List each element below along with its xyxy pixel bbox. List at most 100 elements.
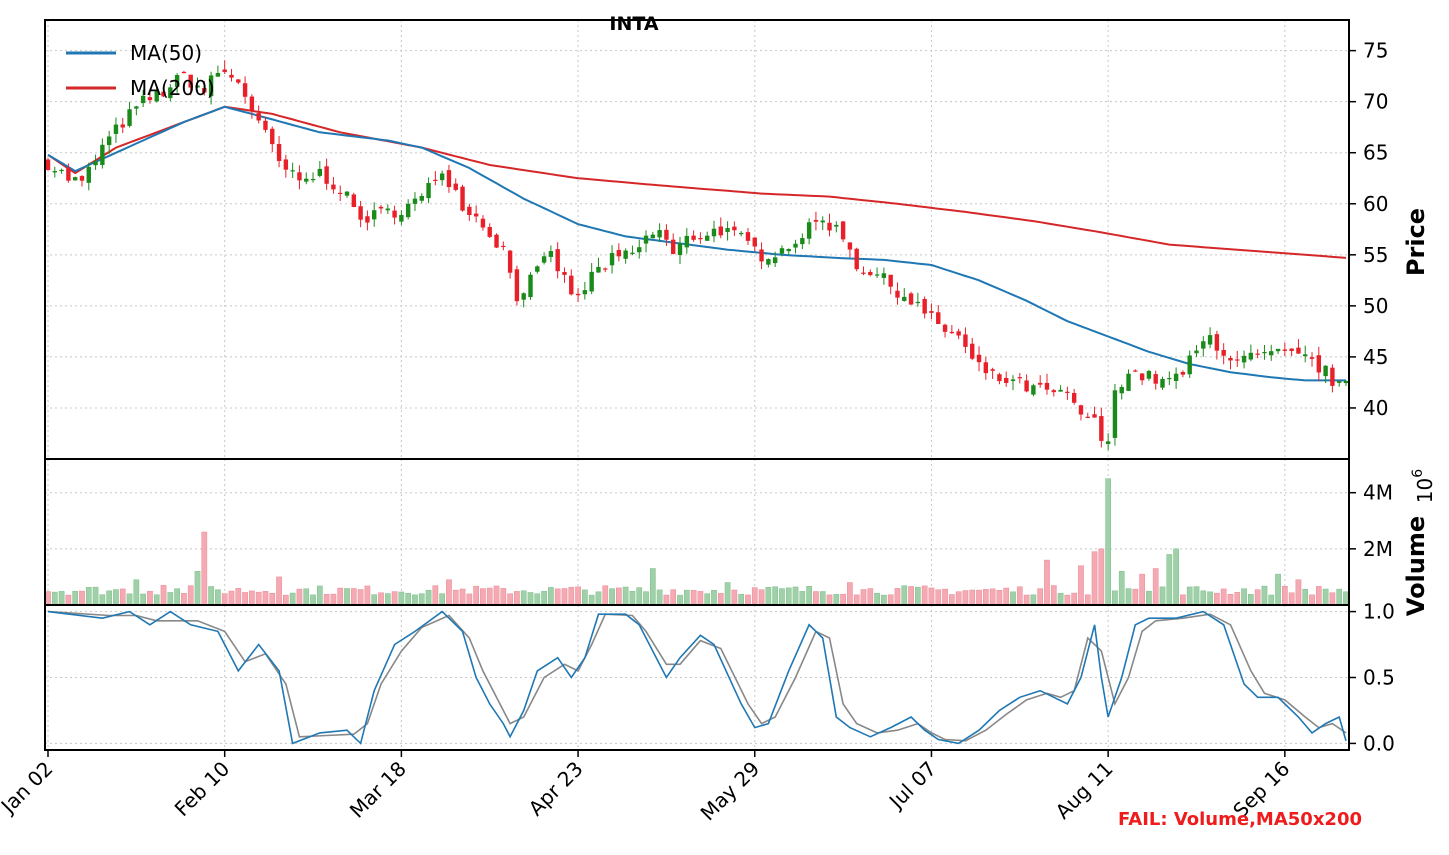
volume-bar <box>1186 586 1193 606</box>
candle-body <box>113 124 119 134</box>
candle-body <box>630 252 635 254</box>
volume-bar <box>656 589 663 606</box>
candle-body <box>671 239 676 254</box>
volume-bar <box>745 594 751 606</box>
volume-bar <box>289 592 296 606</box>
candle-body <box>1194 350 1199 354</box>
candle-body <box>270 128 275 145</box>
candle-body <box>208 75 214 97</box>
volume-bar <box>908 586 914 606</box>
candle-body <box>229 74 234 78</box>
candle-body <box>997 374 1002 382</box>
candle-body <box>745 232 751 241</box>
volume-bar <box>969 589 976 606</box>
volume-bar <box>847 582 853 606</box>
volume-bar <box>283 594 289 606</box>
volume-bar <box>72 591 79 606</box>
candle-body <box>1309 357 1315 359</box>
volume-bar <box>948 594 955 606</box>
price-panel-frame <box>44 19 1350 460</box>
candle-body <box>1201 341 1206 349</box>
volume-bar <box>935 589 942 606</box>
volume-bar <box>371 594 378 606</box>
candle-body <box>1173 373 1179 382</box>
candle-body <box>501 245 506 248</box>
candle-body <box>888 274 893 287</box>
candle-body <box>1241 355 1247 363</box>
volume-bar <box>819 591 826 606</box>
candle-body <box>541 256 547 263</box>
volume-bar <box>1343 591 1349 606</box>
volume-bar <box>167 592 174 606</box>
volume-bar <box>221 593 228 606</box>
candle-body <box>453 183 458 190</box>
volume-bar <box>1118 571 1125 606</box>
candle-body <box>161 91 166 97</box>
volume-bar <box>779 588 785 606</box>
price-tick-label: 70 <box>1363 90 1388 114</box>
volume-bar <box>840 593 846 606</box>
candle-body <box>480 218 486 228</box>
volume-panel: 2M 4M Volume 106 <box>44 458 1437 616</box>
volume-bar <box>901 585 908 606</box>
volume-bar <box>323 594 330 606</box>
volume-bar <box>683 589 690 606</box>
volume-bar <box>119 588 126 606</box>
volume-bar <box>310 594 316 606</box>
volume-bar <box>833 594 840 606</box>
volume-bar <box>881 594 887 606</box>
volume-bar <box>976 589 982 606</box>
volume-bar <box>99 594 106 606</box>
volume-bar <box>344 588 350 606</box>
price-tick-label: 40 <box>1363 396 1388 420</box>
volume-bar <box>1281 585 1288 606</box>
candle-body <box>854 248 859 270</box>
candle-body <box>772 257 778 264</box>
candle-body <box>1214 334 1220 351</box>
candle-body <box>562 272 567 275</box>
candle-body <box>344 191 350 196</box>
candle-body <box>738 232 744 235</box>
candle-body <box>657 230 662 238</box>
candle-body <box>310 178 316 181</box>
volume-bar <box>1084 594 1091 606</box>
volume-bar <box>1105 478 1111 606</box>
volume-bar <box>582 589 588 606</box>
candle-body <box>324 166 329 184</box>
candle-body <box>52 171 57 173</box>
volume-bar <box>1227 594 1234 606</box>
candle-body <box>1004 377 1009 383</box>
volume-bar <box>989 588 996 606</box>
volume-bar <box>561 588 568 606</box>
x-tick-label: Jan 02 <box>0 757 58 820</box>
volume-bar <box>915 586 921 606</box>
volume-bar <box>534 593 541 606</box>
volume-bar <box>724 582 731 606</box>
candle-body <box>174 75 180 87</box>
candle-body <box>820 220 825 223</box>
candle-body <box>487 227 492 237</box>
x-tick-label: May 29 <box>696 757 765 826</box>
volume-bar <box>1295 579 1302 606</box>
candle-body <box>242 83 248 97</box>
volume-bar <box>1193 586 1200 606</box>
volume-bar <box>507 593 513 606</box>
candle-body <box>752 237 757 247</box>
ma200-line <box>47 105 1347 259</box>
volume-bar <box>194 571 201 606</box>
volume-bar <box>1057 592 1064 606</box>
candle-body <box>1139 373 1145 381</box>
volume-bar <box>602 585 609 606</box>
candle-body <box>127 109 132 126</box>
candle-body <box>786 249 791 252</box>
candle-body <box>276 143 282 162</box>
candle-body <box>793 243 798 248</box>
volume-bar <box>1234 592 1241 606</box>
candle-body <box>1296 347 1301 354</box>
volume-bar <box>1268 594 1275 606</box>
candle-body <box>1248 352 1254 360</box>
candle-body <box>494 234 499 248</box>
volume-bar <box>1152 568 1159 606</box>
candle-body <box>1160 378 1165 388</box>
volume-bar <box>316 585 323 606</box>
